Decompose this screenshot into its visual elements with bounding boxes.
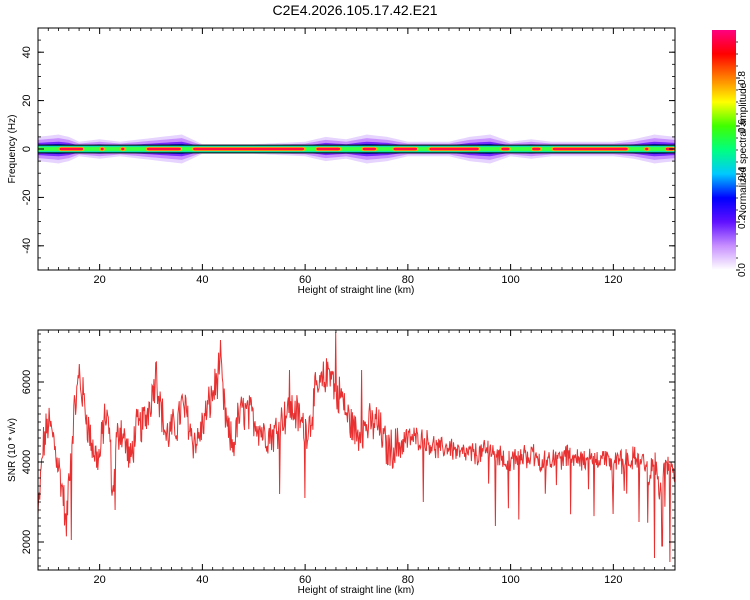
band-peak [121, 147, 125, 151]
colorbar-tick-label: 0.4 [737, 167, 748, 181]
spectrogram-x-axis: 20 40 60 80 100 120 [37, 28, 676, 286]
spectrogram-x-label: Height of straight line (km) [298, 285, 415, 296]
snr-y-axis: 2000 4000 6000 [21, 333, 675, 567]
band-peak [552, 147, 628, 151]
snr-x-tick-label: 60 [299, 574, 311, 586]
spectrogram-y-tick-label: 20 [21, 94, 33, 106]
band-peak [645, 147, 649, 151]
band-peak [532, 147, 541, 151]
snr-y-tick-label: 4000 [21, 450, 33, 474]
spectral-band [38, 134, 675, 164]
snr-x-tick-label: 100 [501, 574, 519, 586]
spectrogram-y-tick-label: -20 [21, 189, 33, 205]
band-peak [429, 147, 479, 151]
snr-y-tick-label: 6000 [21, 370, 33, 394]
spectrogram-y-tick-label: 40 [21, 46, 33, 58]
band-peak [393, 147, 418, 151]
band-peak [100, 147, 104, 151]
colorbar-ticks: 0.0 0.2 0.4 0.6 0.8 [736, 41, 748, 277]
snr-y-label: SNR (10 * v/v) [7, 418, 18, 482]
snr-x-axis: 20 40 60 80 100 120 [37, 330, 676, 586]
spectrogram-y-axis: -40 -20 0 20 40 [21, 27, 675, 271]
band-core-green [38, 146, 675, 152]
band-peak [146, 147, 181, 151]
snr-x-tick-label: 80 [402, 574, 414, 586]
snr-x-tick-label: 20 [94, 574, 106, 586]
snr-series-line [37, 331, 676, 563]
colorbar: 0.0 0.2 0.4 0.6 0.8 Normalized spectral ampl… [712, 30, 749, 277]
spectrogram-y-label: Frequency (Hz) [7, 115, 18, 184]
band-peak [59, 147, 84, 151]
colorbar-tick-label: 0.6 [737, 119, 748, 133]
colorbar-tick-label: 0.0 [737, 263, 748, 277]
band-peak [501, 147, 510, 151]
snr-x-tick-label: 40 [196, 574, 208, 586]
snr-plot: 20 40 60 80 100 120 2000 4000 6000 Height of st… [7, 329, 676, 596]
spectrogram-x-tick-label: 120 [604, 274, 622, 286]
spectrogram-x-tick-label: 40 [196, 274, 208, 286]
colorbar-gradient [712, 30, 736, 270]
band-peak [362, 147, 377, 151]
band-peak [193, 147, 305, 151]
colorbar-label: Normalized spectral amplitude [738, 82, 749, 217]
spectrogram-x-tick-label: 100 [501, 274, 519, 286]
spectrogram-x-tick-label: 60 [299, 274, 311, 286]
spectrogram-y-tick-label: 0 [21, 146, 33, 152]
spectrogram-x-tick-label: 80 [402, 274, 414, 286]
snr-x-tick-label: 120 [604, 574, 622, 586]
colorbar-tick-label: 0.8 [737, 71, 748, 85]
chart-title: C2E4.2026.105.17.42.E21 [272, 2, 438, 18]
spectrogram-x-tick-label: 20 [94, 274, 106, 286]
spectrogram-y-tick-label: -40 [21, 238, 33, 254]
colorbar-tick-label: 0.2 [737, 215, 748, 229]
band-peak [316, 147, 341, 151]
spectrogram-plot: 20 40 60 80 100 120 -40 -20 0 20 40 Height of str… [7, 27, 676, 296]
snr-y-tick-label: 2000 [21, 530, 33, 554]
snr-x-label: Height of straight line (km) [298, 585, 415, 596]
